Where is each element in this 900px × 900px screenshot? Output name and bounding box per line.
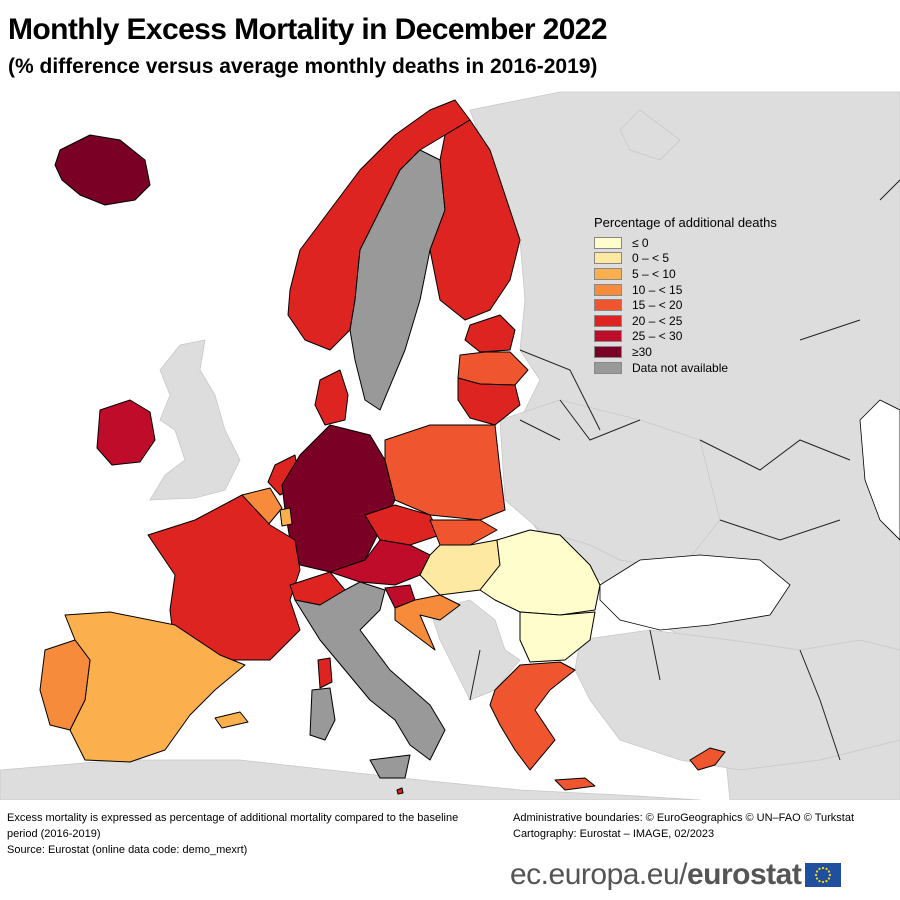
credits: Administrative boundaries: © EuroGeograp… <box>513 810 898 842</box>
corsica <box>317 657 333 689</box>
legend-item: ≥30 <box>594 344 824 360</box>
denmark <box>314 369 349 426</box>
map-subtitle: (% difference versus average monthly dea… <box>8 55 598 78</box>
caspian-sea <box>859 399 900 541</box>
legend-label: 10 – < 15 <box>632 282 683 297</box>
brand-name: eurostat <box>686 858 802 891</box>
legend-swatch <box>594 252 622 265</box>
legend: Percentage of additional deaths ≤ 0 0 – … <box>594 215 824 375</box>
europe-map <box>0 88 900 800</box>
greece <box>489 661 576 771</box>
footnote-source: Source: Eurostat (online data code: demo… <box>7 844 248 856</box>
poland <box>384 424 506 521</box>
legend-item: ≤ 0 <box>594 235 824 251</box>
legend-label: 5 – < 10 <box>632 266 676 281</box>
iceland <box>54 134 151 206</box>
legend-label: 0 – < 5 <box>632 251 670 266</box>
legend-swatch <box>594 361 622 374</box>
footer-branding: ec.europa.eu/ eurostat <box>510 855 842 895</box>
lithuania <box>457 377 521 426</box>
crete <box>554 777 596 791</box>
footnotes: Excess mortality is expressed as percent… <box>7 810 467 858</box>
legend-item: 5 – < 10 <box>594 266 824 282</box>
greenland-land <box>619 109 681 161</box>
map-title: Monthly Excess Mortality in December 202… <box>8 13 608 46</box>
bulgaria <box>519 611 596 663</box>
legend-title: Percentage of additional deaths <box>594 215 777 230</box>
legend-swatch <box>594 267 622 280</box>
credits-boundaries: Administrative boundaries: © EuroGeograp… <box>513 812 855 824</box>
legend-swatch <box>594 236 622 249</box>
sardinia <box>309 687 336 741</box>
legend-item: 0 – < 5 <box>594 251 824 267</box>
finland <box>429 119 521 321</box>
portugal <box>39 639 91 731</box>
north-africa-land <box>0 759 701 800</box>
legend-swatch <box>594 330 622 343</box>
legend-swatch <box>594 314 622 327</box>
border-lines <box>469 179 900 761</box>
sicily <box>369 754 411 779</box>
legend-label: ≤ 0 <box>632 235 649 250</box>
balkans-land <box>429 599 521 701</box>
footnote-definition: Excess mortality is expressed as percent… <box>7 812 459 840</box>
legend-swatch <box>594 283 622 296</box>
legend-label: Data not available <box>632 360 729 375</box>
legend-label: 15 – < 20 <box>632 298 683 313</box>
france <box>147 494 301 661</box>
legend-item: 25 – < 30 <box>594 329 824 345</box>
cyprus <box>689 747 726 771</box>
turkey-land <box>574 629 900 771</box>
legend-item: 20 – < 25 <box>594 313 824 329</box>
italy <box>294 581 446 761</box>
legend-item: 15 – < 20 <box>594 297 824 313</box>
malta <box>396 787 404 795</box>
legend-label: 25 – < 30 <box>632 329 683 344</box>
eu-flag-icon <box>805 863 842 887</box>
legend-label: 20 – < 25 <box>632 313 683 328</box>
slovakia <box>429 519 498 546</box>
uk-land <box>149 339 241 501</box>
estonia <box>464 314 516 353</box>
romania <box>479 529 601 616</box>
balearic-islands <box>214 711 249 729</box>
croatia <box>394 594 461 651</box>
legend-item: 10 – < 15 <box>594 282 824 298</box>
luxembourg <box>279 507 293 527</box>
legend-swatch <box>594 299 622 312</box>
credits-cartography: Cartography: Eurostat – IMAGE, 02/2023 <box>513 828 715 840</box>
legend-label: ≥30 <box>632 344 652 359</box>
site-url: ec.europa.eu/ <box>510 858 687 891</box>
ireland <box>96 399 156 466</box>
black-sea <box>599 554 791 631</box>
legend-item: Data not available <box>594 360 824 376</box>
legend-swatch <box>594 345 622 358</box>
